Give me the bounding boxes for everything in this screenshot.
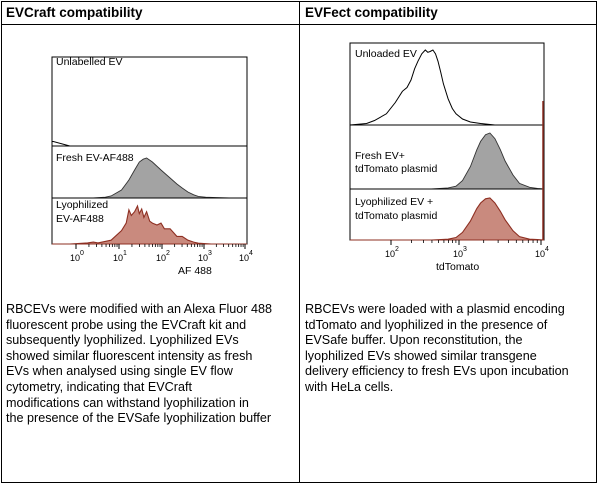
x-tick-exponent: 4 (249, 250, 253, 257)
panel-description-right: RBCEVs were loaded with a plasmid encodi… (305, 302, 569, 394)
series-label: Unlabelled EV (56, 56, 123, 68)
x-tick-label: 10 (198, 253, 208, 263)
panel-description-left: RBCEVs were modified with an Alexa Fluor… (6, 302, 272, 426)
series-label: Fresh EV+ (355, 150, 405, 162)
x-tick-label: 10 (385, 249, 395, 259)
series-label: EV-AF488 (56, 213, 104, 225)
x-tick-label: 10 (113, 253, 123, 263)
x-tick-exponent: 2 (395, 246, 399, 253)
histogram-series-1 (350, 132, 545, 190)
histogram-series-2 (350, 197, 545, 241)
histogram-series-0 (349, 49, 544, 126)
x-tick-label: 10 (453, 249, 463, 259)
x-tick-label: 10 (239, 253, 249, 263)
column-divider (299, 1, 300, 483)
panel-header-right: EVFect compatibility (305, 5, 438, 20)
x-tick-exponent: 2 (166, 250, 170, 257)
series-label: Unloaded EV (355, 48, 417, 60)
x-tick-label: 10 (535, 249, 545, 259)
histogram-chart-evcraft: Unlabelled EV Fresh EV-AF488 Lyophilized EV… (51, 56, 253, 277)
x-tick-exponent: 3 (208, 250, 212, 257)
series-label: Lyophilized EV + (355, 196, 433, 208)
series-label: Fresh EV-AF488 (56, 152, 134, 164)
histogram-series-0 (51, 112, 247, 147)
x-axis-label: tdTomato (436, 261, 479, 273)
x-tick-exponent: 0 (80, 250, 84, 257)
histogram-series-1 (52, 157, 247, 199)
series-label: tdTomato plasmid (355, 210, 437, 222)
x-tick-label: 10 (156, 253, 166, 263)
x-tick-exponent: 1 (123, 250, 127, 257)
x-tick-label: 10 (70, 253, 80, 263)
histogram-series-2 (52, 204, 247, 245)
x-tick-exponent: 4 (545, 246, 549, 253)
series-label: tdTomato plasmid (355, 163, 437, 175)
x-axis-label: AF 488 (178, 265, 212, 277)
panel-header-left: EVCraft compatibility (6, 5, 143, 20)
x-tick-exponent: 3 (463, 246, 467, 253)
series-label: Lyophilized (56, 199, 108, 211)
